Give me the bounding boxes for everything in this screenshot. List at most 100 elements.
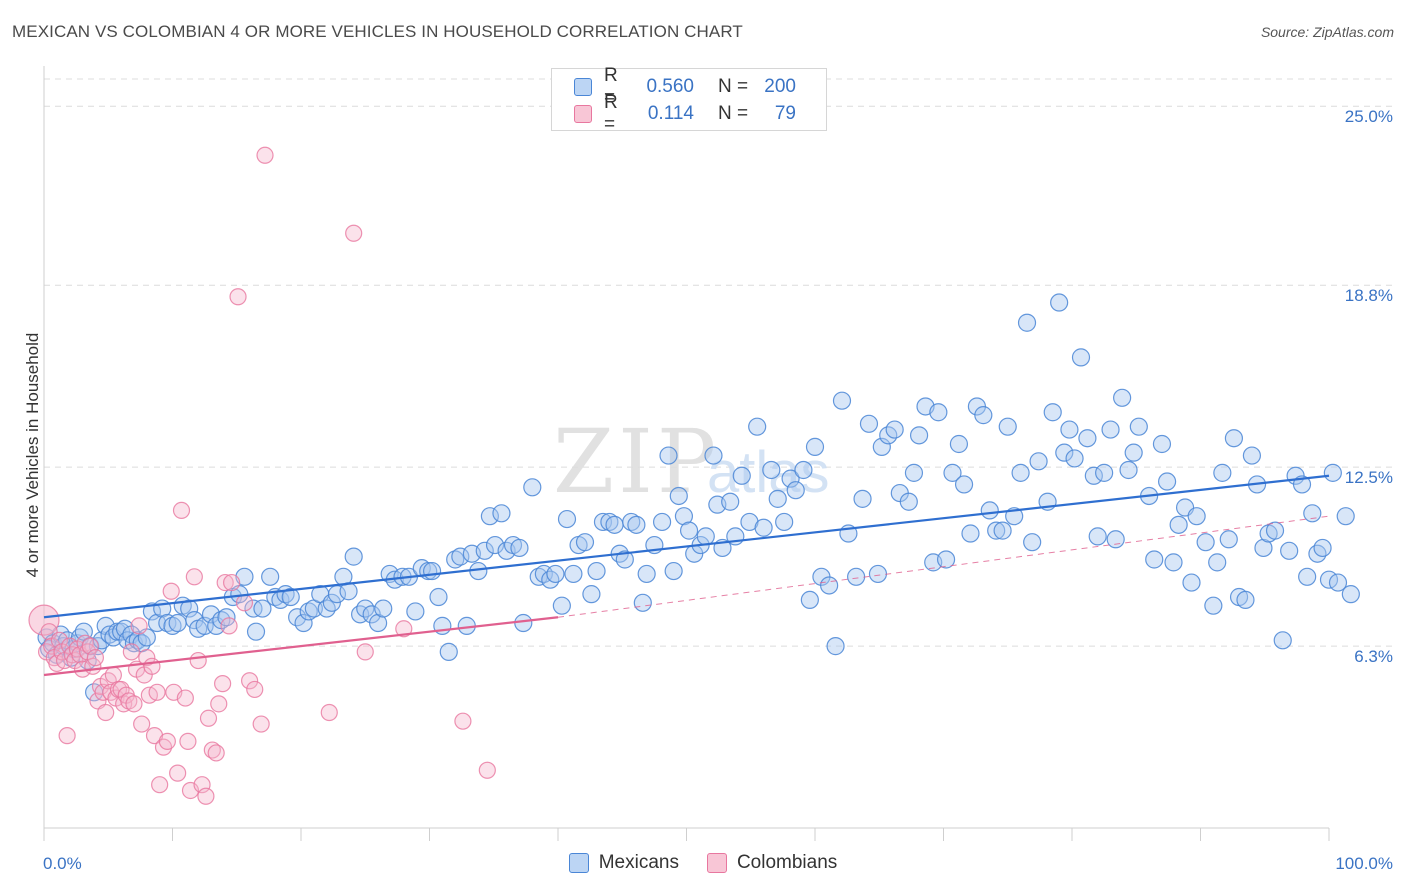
colombians-point bbox=[320, 703, 338, 722]
trend-lines bbox=[43, 474, 1330, 677]
colombians-point bbox=[172, 501, 191, 520]
mexicans-point bbox=[1084, 466, 1103, 485]
colombians-point bbox=[235, 594, 254, 612]
colombians-points bbox=[28, 146, 496, 805]
colombians-point bbox=[199, 709, 218, 727]
mexicans-point bbox=[253, 599, 272, 618]
r-value: 0.114 bbox=[647, 103, 694, 124]
colombians-point bbox=[478, 761, 496, 779]
mexicans-point bbox=[696, 527, 715, 546]
mexicans-point bbox=[605, 515, 624, 534]
mexicans-point bbox=[669, 486, 688, 506]
mexicans-point bbox=[679, 521, 699, 540]
mexicans-point bbox=[541, 570, 560, 589]
colombians-point bbox=[223, 573, 241, 592]
mexicans-point bbox=[1043, 403, 1062, 422]
mexicans-point bbox=[980, 501, 999, 520]
y-tick-label: 25.0% bbox=[1345, 107, 1393, 126]
mexicans-point bbox=[1341, 585, 1360, 604]
mexicans-point bbox=[775, 512, 794, 532]
n-value: 200 bbox=[764, 76, 796, 97]
colombians-point bbox=[185, 568, 203, 586]
mexicans-point bbox=[185, 611, 204, 630]
colombians-point bbox=[207, 744, 225, 762]
colombians-point bbox=[229, 288, 247, 306]
mexicans-point bbox=[1060, 420, 1079, 439]
mexicans-point bbox=[374, 599, 393, 618]
mexicans-point bbox=[998, 417, 1017, 436]
mexicans-point bbox=[1124, 443, 1143, 462]
mexicans-point bbox=[1204, 596, 1223, 615]
mexicans-point bbox=[446, 550, 465, 569]
colombians-point bbox=[151, 776, 169, 794]
mexicans-point bbox=[1219, 530, 1238, 549]
colombians-point bbox=[86, 649, 105, 667]
mexicans-point bbox=[1055, 443, 1074, 462]
correlation-legend: R = 0.560 N = 200 R = 0.114 N = 79 bbox=[551, 65, 827, 135]
colombians-point bbox=[169, 764, 187, 782]
colombians-trend-line bbox=[43, 616, 559, 677]
mexicans-point bbox=[451, 547, 470, 566]
colombians-point bbox=[220, 617, 238, 635]
colombians-point bbox=[97, 703, 115, 722]
mexicans-point bbox=[1164, 553, 1183, 572]
mexicans-point bbox=[904, 463, 924, 482]
mexicans-point bbox=[1254, 538, 1273, 558]
colombians-point bbox=[197, 787, 215, 805]
mexicans-point bbox=[943, 463, 962, 482]
colombians-point bbox=[210, 695, 228, 713]
mexicans-point bbox=[1023, 533, 1042, 552]
mexicans-point bbox=[800, 590, 819, 610]
mexicans-point bbox=[294, 613, 313, 633]
mexicans-point bbox=[826, 637, 845, 656]
mexicans-point bbox=[1017, 313, 1037, 332]
mexicans-point bbox=[369, 613, 388, 633]
mexicans-point bbox=[1157, 472, 1177, 491]
mexicans-point bbox=[1106, 530, 1125, 549]
legend-label-mexicans: Mexicans bbox=[598, 852, 679, 873]
mexicans-point bbox=[142, 602, 162, 621]
colombians-point bbox=[252, 715, 270, 733]
colombians-point bbox=[148, 683, 166, 701]
mexicans-point bbox=[261, 567, 280, 586]
colombians-point bbox=[454, 712, 472, 730]
mexicans-point bbox=[652, 512, 672, 532]
mexicans-point bbox=[961, 524, 980, 543]
mexicans-point bbox=[622, 512, 641, 532]
colombians-point bbox=[189, 651, 207, 670]
mexicans-point bbox=[1236, 590, 1255, 610]
mexicans-point bbox=[805, 437, 825, 456]
mexicans-point bbox=[163, 616, 182, 635]
mexicans-point bbox=[158, 613, 177, 633]
mexicans-point bbox=[820, 576, 839, 595]
mexicans-point bbox=[575, 533, 595, 552]
mexicans-point bbox=[246, 622, 266, 641]
mexicans-point bbox=[1011, 463, 1030, 482]
colombians-point bbox=[216, 573, 234, 592]
mexicans-point bbox=[748, 417, 767, 436]
mexicans-point bbox=[1265, 521, 1285, 540]
colombians-point bbox=[138, 649, 156, 667]
mexicans-point bbox=[1187, 507, 1206, 526]
colombians-point bbox=[246, 680, 264, 699]
mexicans-point bbox=[1078, 429, 1097, 448]
mexicans-point bbox=[909, 426, 929, 445]
mexicans-point bbox=[235, 567, 254, 586]
r-value: 0.560 bbox=[646, 76, 694, 97]
watermark: ZIP atlas bbox=[553, 410, 830, 513]
colombians-point bbox=[241, 672, 259, 690]
y-tick-label: 18.8% bbox=[1345, 286, 1393, 305]
mexicans-point bbox=[832, 391, 852, 410]
colombians-point bbox=[133, 715, 151, 733]
mexicans-point bbox=[627, 515, 646, 534]
legend-item-colombians: Colombians bbox=[706, 852, 837, 874]
mexicans-point bbox=[523, 478, 542, 497]
mexicans-point bbox=[1101, 420, 1120, 439]
x-tick-label-min: 0.0% bbox=[43, 854, 82, 873]
mexicans-point bbox=[1196, 533, 1215, 552]
mexicans-point bbox=[429, 587, 448, 607]
colombians-point bbox=[125, 695, 143, 713]
mexicans-point bbox=[1145, 550, 1164, 569]
mexicans-point bbox=[1029, 452, 1048, 471]
